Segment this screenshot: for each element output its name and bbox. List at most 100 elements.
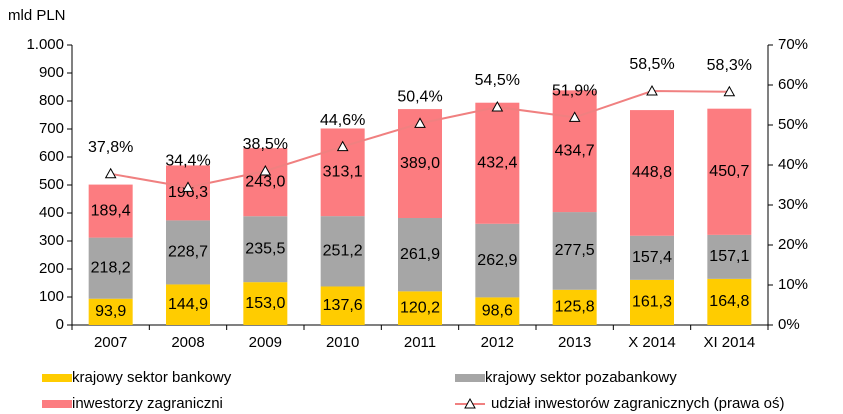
y-tick-label: 600: [39, 148, 64, 165]
share-marker: [491, 100, 504, 112]
value-label: 450,7: [709, 163, 749, 180]
legend-label: krajowy sektor pozabankowy: [485, 369, 677, 386]
x-tick-label: XI 2014: [703, 334, 755, 351]
value-label: 153,0: [245, 295, 285, 312]
y2-tick-label: 50%: [778, 116, 808, 133]
bar-segment: [475, 102, 520, 224]
y-tick-label: 300: [39, 232, 64, 249]
legend-marker: [464, 397, 476, 409]
value-label: 93,9: [95, 303, 126, 320]
x-tick-label: 2012: [481, 334, 514, 351]
bar-segment: [630, 279, 674, 325]
bar-segment: [552, 90, 597, 213]
y2-tick-label: 20%: [778, 236, 808, 253]
value-label: 120,2: [400, 299, 440, 316]
bar-segment: [398, 218, 442, 292]
x-tick-label: 2013: [558, 334, 591, 351]
value-label: 235,5: [245, 240, 285, 257]
bar-segment: [630, 110, 674, 236]
value-label: 98,6: [482, 302, 513, 319]
bar-segment: [552, 289, 597, 325]
bar-segment: [243, 282, 288, 325]
bar-segment: [166, 284, 210, 325]
share-label: 34,4%: [165, 153, 210, 170]
share-marker: [182, 181, 194, 192]
y2-tick-label: 30%: [778, 196, 808, 213]
y-tick-label: 700: [39, 120, 64, 137]
share-marker: [336, 140, 349, 152]
y-tick-label: 0: [56, 316, 64, 333]
value-label: 389,0: [400, 155, 440, 172]
value-label: 277,5: [555, 242, 595, 259]
x-tick-label: 2010: [326, 334, 359, 351]
x-tick-label: 2009: [249, 334, 282, 351]
x-tick-label: 2008: [171, 334, 204, 351]
x-tick-label: 2007: [94, 334, 127, 351]
bar-segment: [475, 297, 520, 325]
bar-segment: [320, 286, 365, 325]
value-label: 434,7: [555, 142, 595, 159]
bar-segment: [552, 212, 597, 290]
bar-segment: [166, 165, 210, 221]
value-label: 262,9: [477, 252, 517, 269]
y-tick-label: 200: [39, 260, 64, 277]
y-tick-label: 900: [39, 64, 64, 81]
value-label: 196,3: [168, 184, 208, 201]
legend-label: krajowy sektor bankowy: [72, 369, 232, 386]
value-label: 157,4: [632, 249, 672, 266]
share-marker: [414, 117, 426, 128]
value-label: 164,8: [709, 293, 749, 310]
legend-swatch: [455, 374, 485, 382]
bar-segment: [166, 220, 210, 285]
y-tick-label: 1.000: [26, 36, 64, 53]
bar-segment: [398, 291, 442, 325]
y-tick-label: 800: [39, 92, 64, 109]
legend-swatch: [42, 400, 72, 408]
value-label: 448,8: [632, 164, 672, 181]
y2-tick-label: 10%: [778, 276, 808, 293]
value-label: 228,7: [168, 244, 208, 261]
bar-segment: [243, 216, 288, 283]
legend-label: inwestorzy zagraniczni: [72, 395, 223, 412]
value-label: 189,4: [91, 202, 131, 219]
share-label: 54,5%: [475, 72, 520, 89]
y2-tick-label: 60%: [778, 76, 808, 93]
value-label: 157,1: [709, 248, 749, 265]
x-tick-label: X 2014: [628, 334, 676, 351]
bar-segment: [88, 237, 133, 299]
bar-segment: [88, 184, 133, 238]
value-label: 313,1: [323, 164, 363, 181]
share-label: 58,5%: [629, 56, 674, 73]
value-label: 161,3: [632, 294, 672, 311]
share-label: 50,4%: [397, 89, 442, 106]
share-marker: [104, 167, 117, 179]
share-label: 38,5%: [243, 136, 288, 153]
share-label: 58,3%: [707, 57, 752, 74]
x-tick-label: 2011: [404, 334, 436, 351]
value-label: 137,6: [323, 297, 363, 314]
y-tick-label: 100: [39, 288, 64, 305]
value-label: 432,4: [477, 154, 517, 171]
value-label: 261,9: [400, 246, 440, 263]
y-tick-label: 500: [39, 176, 64, 193]
share-marker: [723, 85, 736, 97]
bar-segment: [475, 223, 520, 298]
value-label: 125,8: [555, 299, 595, 316]
bar-segment: [243, 148, 288, 217]
y2-tick-label: 70%: [778, 36, 808, 53]
bar-segment: [707, 108, 752, 235]
value-label: 251,2: [323, 243, 363, 260]
bar-segment: [88, 298, 133, 325]
bar-segment: [707, 278, 752, 325]
value-label: 243,0: [245, 173, 285, 190]
value-label: 218,2: [91, 259, 131, 276]
y-tick-label: 400: [39, 204, 64, 221]
legend-label: udział inwestorów zagranicznych (prawa o…: [491, 395, 784, 412]
legend-swatch: [42, 374, 72, 382]
bar-segment: [320, 216, 365, 287]
share-marker: [259, 164, 272, 176]
y2-tick-label: 40%: [778, 156, 808, 173]
bar-segment: [707, 234, 752, 279]
share-marker: [646, 84, 658, 96]
